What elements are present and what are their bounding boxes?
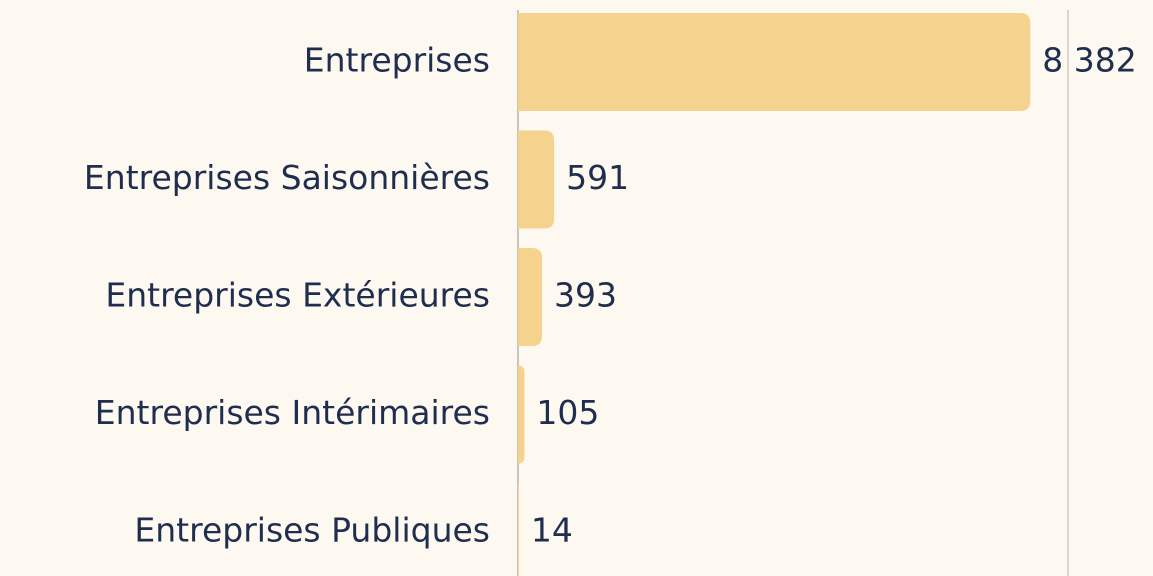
bar bbox=[518, 365, 525, 464]
bar bbox=[518, 248, 543, 346]
value-label: 105 bbox=[536, 393, 599, 432]
value-label: 8 382 bbox=[1042, 41, 1136, 80]
category-label: Entreprises Extérieures bbox=[105, 276, 490, 315]
category-label: Entreprises Saisonnières bbox=[84, 158, 490, 197]
value-label: 393 bbox=[554, 276, 617, 315]
category-label: Entreprises Intérimaires bbox=[95, 393, 490, 432]
value-label: 591 bbox=[566, 158, 629, 197]
category-label: Entreprises Publiques bbox=[134, 511, 490, 550]
bar bbox=[518, 483, 519, 576]
bar bbox=[518, 13, 1031, 111]
value-label: 14 bbox=[531, 511, 573, 550]
bar bbox=[518, 130, 555, 229]
category-label: Entreprises bbox=[304, 41, 490, 80]
